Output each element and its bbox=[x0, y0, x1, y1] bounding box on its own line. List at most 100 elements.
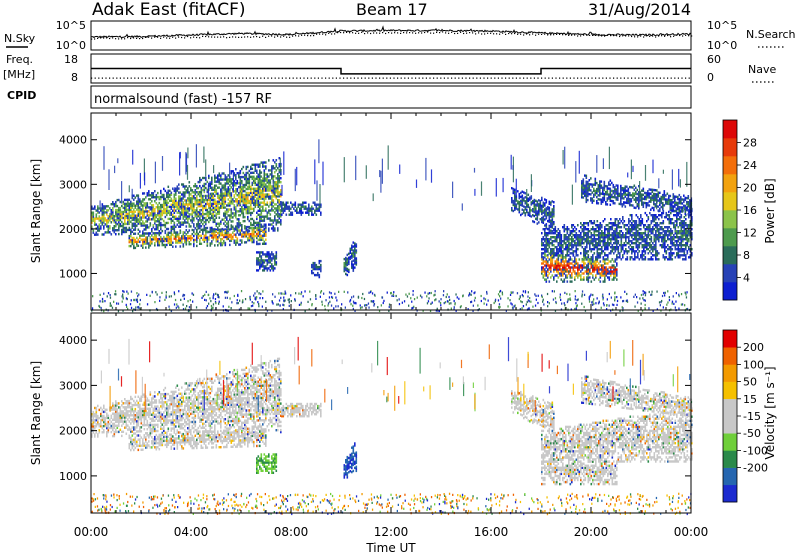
velocity-colorbar-tick-3: 15 bbox=[743, 393, 757, 406]
velocity-colorbar-tick-1: 100 bbox=[743, 358, 764, 371]
xtick-0: 00:00 bbox=[74, 525, 109, 539]
noise-right-tick-bottom: 10^0 bbox=[707, 39, 737, 52]
power-colorbar-swatch-2 bbox=[723, 246, 737, 265]
velocity-colorbar-tick-4: -15 bbox=[743, 410, 761, 423]
power-colorbar-swatch-3 bbox=[723, 228, 737, 247]
power-colorbar-tick-2: 20 bbox=[743, 182, 757, 195]
velocity-echo-region-5 bbox=[511, 390, 555, 432]
freq-left-tick-bottom: 8 bbox=[71, 71, 78, 84]
power-colorbar-swatch-9 bbox=[723, 120, 737, 139]
power-panel: 1000 2000 3000 4000 Slant Range [km] 28 24 20… bbox=[29, 112, 777, 313]
velocity-colorbar-swatch-1 bbox=[723, 467, 737, 486]
power-colorbar-swatch-7 bbox=[723, 156, 737, 175]
velocity-panel: 1000 2000 3000 4000 Slant Range [km] 200 100… bbox=[29, 312, 777, 554]
velocity-colorbar-tick-7: -200 bbox=[743, 462, 768, 475]
power-ylabel: Slant Range [km] bbox=[29, 159, 43, 263]
power-echo-region-2 bbox=[281, 201, 322, 216]
power-colorbar-tick-3: 16 bbox=[743, 204, 757, 217]
power-colorbar-tick-1: 24 bbox=[743, 159, 757, 172]
date-label: 31/Aug/2014 bbox=[588, 0, 691, 19]
cpid-text: normalsound (fast) -157 RF bbox=[94, 92, 272, 107]
velocity-colorbar-tick-2: 50 bbox=[743, 376, 757, 389]
freq-line bbox=[91, 67, 691, 75]
noise-left-tick-bottom: 10^0 bbox=[56, 39, 86, 52]
freq-left-tick-top: 18 bbox=[64, 53, 78, 66]
nsky-label: N.Sky bbox=[4, 32, 36, 45]
power-colorbar-swatch-5 bbox=[723, 192, 737, 211]
velocity-colorbar-label: Velocity [m s⁻¹] bbox=[763, 366, 777, 459]
velocity-colorbar-swatch-3 bbox=[723, 433, 737, 451]
xtick-2: 08:00 bbox=[274, 525, 309, 539]
xtick-5: 20:00 bbox=[574, 525, 609, 539]
power-colorbar-tick-0: 28 bbox=[743, 137, 757, 150]
power-colorbar-swatch-6 bbox=[723, 174, 737, 193]
power-echo-region-0 bbox=[91, 157, 282, 236]
station-title: Adak East (fitACF) bbox=[92, 0, 246, 20]
power-colorbar-swatch-8 bbox=[723, 138, 737, 157]
velocity-ylabel: Slant Range [km] bbox=[29, 361, 43, 465]
freq-unit-label: [MHz] bbox=[3, 68, 35, 81]
velocity-colorbar-swatch-9 bbox=[723, 330, 737, 348]
power-echo-region-7 bbox=[541, 205, 693, 261]
power-echo-region-3 bbox=[256, 251, 278, 272]
velocity-colorbar-swatch-2 bbox=[723, 450, 737, 468]
power-colorbar-label: Power [dB] bbox=[763, 178, 777, 243]
velocity-colorbar-swatch-0 bbox=[723, 484, 737, 503]
velocity-ytick-1: 2000 bbox=[59, 425, 87, 438]
power-echo-region-6 bbox=[511, 187, 555, 232]
time-axis-label: Time UT bbox=[365, 541, 416, 554]
power-ytick-1: 2000 bbox=[59, 223, 87, 236]
power-echo-region-1 bbox=[128, 224, 267, 250]
power-echo-region-4 bbox=[311, 259, 322, 279]
noise-right-tick-top: 10^5 bbox=[707, 19, 737, 32]
power-scatter bbox=[91, 139, 691, 313]
velocity-colorbar-tick-6: -100 bbox=[743, 444, 768, 457]
xtick-3: 12:00 bbox=[374, 525, 409, 539]
noise-left-tick-top: 10^5 bbox=[56, 19, 86, 32]
power-colorbar-swatch-4 bbox=[723, 210, 737, 229]
velocity-echo-region-3 bbox=[256, 453, 278, 474]
velocity-echo-region-7 bbox=[581, 375, 693, 418]
noise-panel: 10^5 10^0 10^5 10^0 bbox=[56, 19, 737, 52]
velocity-echo-region-0 bbox=[91, 357, 282, 438]
nsearch-label: N.Search bbox=[746, 28, 796, 41]
power-echo-region-9 bbox=[541, 250, 618, 283]
velocity-ytick-0: 1000 bbox=[59, 470, 87, 483]
power-ytick-3: 4000 bbox=[59, 134, 87, 147]
velocity-echo-region-4 bbox=[343, 442, 358, 479]
beam-label: Beam 17 bbox=[356, 0, 428, 19]
velocity-echo-region-2 bbox=[281, 402, 322, 418]
cpid-label: CPID bbox=[7, 89, 36, 102]
velocity-colorbar-tick-5: -50 bbox=[743, 427, 761, 440]
nsky-line bbox=[90, 25, 692, 39]
velocity-ytick-2: 3000 bbox=[59, 379, 87, 392]
xtick-4: 16:00 bbox=[474, 525, 509, 539]
freq-panel: 18 8 60 0 bbox=[64, 53, 721, 84]
power-colorbar-tick-6: 4 bbox=[743, 272, 750, 285]
power-colorbar-swatch-0 bbox=[723, 282, 737, 301]
power-echo-region-8 bbox=[581, 174, 693, 216]
velocity-ytick-3: 4000 bbox=[59, 334, 87, 347]
power-echo-region-5 bbox=[343, 241, 358, 277]
power-ytick-0: 1000 bbox=[59, 267, 87, 280]
freq-label: Freq. bbox=[6, 53, 33, 66]
velocity-colorbar-swatch-4 bbox=[723, 416, 737, 434]
power-ytick-2: 3000 bbox=[59, 178, 87, 191]
velocity-colorbar-tick-0: 200 bbox=[743, 341, 764, 354]
power-colorbar-tick-5: 8 bbox=[743, 249, 750, 262]
freq-right-tick-bottom: 0 bbox=[707, 71, 714, 84]
velocity-echo-region-8 bbox=[541, 452, 618, 486]
velocity-colorbar-swatch-8 bbox=[723, 347, 737, 365]
velocity-colorbar-swatch-5 bbox=[723, 398, 737, 417]
velocity-echo-region-1 bbox=[128, 426, 267, 452]
velocity-echo-region-6 bbox=[541, 407, 693, 463]
cpid-panel: normalsound (fast) -157 RF bbox=[90, 85, 692, 109]
nave-label: Nave bbox=[748, 63, 776, 76]
power-colorbar-swatch-1 bbox=[723, 264, 737, 283]
nsearch-points bbox=[91, 31, 693, 40]
xtick-6: 00:00 bbox=[674, 525, 709, 539]
xtick-1: 04:00 bbox=[174, 525, 209, 539]
velocity-colorbar-swatch-7 bbox=[723, 364, 737, 382]
freq-right-tick-top: 60 bbox=[707, 53, 721, 66]
